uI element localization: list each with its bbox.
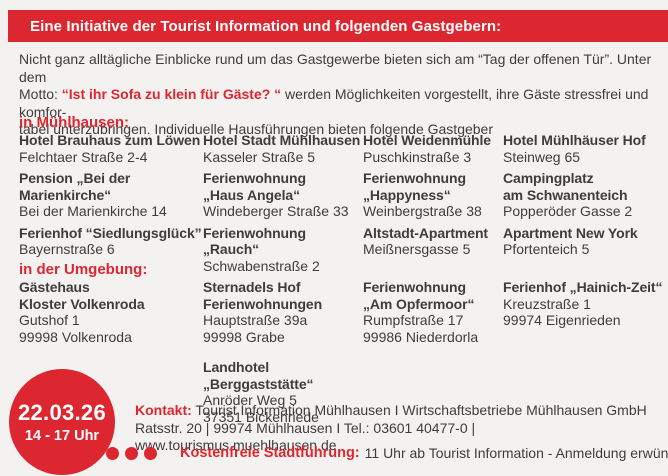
listing-hotel-weidenmuehle: Hotel Weidenmühle Puschkinstraße 3 (363, 132, 503, 165)
event-date: 22.03.26 (17, 400, 107, 425)
intro-motto-highlight: “Ist ihr Sofa zu klein für Gäste? “ (61, 86, 282, 102)
listing-address: Pfortenteich 5 (503, 241, 590, 257)
city-tour-label: Kostenfreie Stadtführung: (180, 445, 360, 461)
banner-title: Eine Initiative der Tourist Information … (30, 17, 502, 35)
listing-address: Meißnersgasse 5 (363, 241, 471, 257)
intro-text-after: werden Möglichkeiten vorgestellt, ihre G… (19, 86, 649, 137)
listings-grid-muehlhausen: Hotel Brauhaus zum Löwen Felchtaer Straß… (19, 132, 664, 274)
listing-fewo-am-opfermoor: Ferienwohnung „Am Opfermoor“ Rumpfstraße… (363, 279, 503, 345)
listing-address: Bayernstraße 6 (19, 241, 115, 257)
listing-name: Ferienwohnung „Happyness“ (363, 170, 466, 203)
listing-name: Ferienhof “Siedlungsglück” (19, 224, 202, 241)
bullet-dots-icon (106, 446, 163, 460)
listing-apartment-new-york: Apartment New York Pfortenteich 5 (503, 225, 664, 275)
listing-address: Kasseler Straße 5 (203, 148, 316, 165)
listing-name: Landhotel „Berggaststätte“ (203, 359, 314, 392)
contact-organisation: Tourist Information Mühlhausen I Wirtsch… (191, 402, 647, 418)
listing-name: Campingplatz am Schwanenteich (503, 170, 628, 203)
contact-line-1: Kontakt: Tourist Information Mühlhausen … (135, 402, 665, 420)
listing-address: Rumpfstraße 17 99986 Niederdorla (363, 312, 479, 345)
listing-address: Hauptstraße 39a 99998 Grabe (203, 312, 308, 345)
listing-address: Kreuzstraße 1 99974 Eigenrieden (503, 295, 621, 329)
listing-pension-marienkirche: Pension „Bei der Marienkirche“ Bei der M… (19, 170, 203, 220)
listing-name: Gästehaus Kloster Volkenroda (19, 279, 145, 312)
section-heading-umgebung: in der Umgebung: (19, 261, 148, 278)
listing-hotel-brauhaus: Hotel Brauhaus zum Löwen Felchtaer Straß… (19, 132, 203, 165)
listing-name: Sternadels Hof Ferienwohnungen (203, 279, 323, 312)
listing-name: Apartment New York (503, 224, 638, 241)
event-date-badge: 22.03.26 14 - 17 Uhr (9, 369, 115, 475)
intro-paragraph: Nicht ganz alltägliche Einblicke rund um… (19, 51, 663, 139)
listing-name: Pension „Bei der Marienkirche“ (19, 170, 131, 203)
listing-fewo-rauch: Ferienwohnung „Rauch“ Schwabenstraße 2 (203, 225, 363, 275)
listing-fewo-haus-angela: Ferienwohnung „Haus Angela“ Windeberger … (203, 170, 363, 220)
contact-block: Kontakt: Tourist Information Mühlhausen … (135, 402, 665, 455)
listing-address: Steinweg 65 (503, 148, 581, 165)
listing-ferienhof-hainich-zeit: Ferienhof „Hainich-Zeit“ Kreuzstraße 1 9… (503, 279, 664, 345)
contact-line-2: Ratsstr. 20 | 99974 Mühlhausen I Tel.: 0… (135, 419, 476, 454)
listing-address: Gutshof 1 99998 Volkenroda (19, 312, 132, 345)
contact-label: Kontakt: (135, 402, 192, 418)
listing-name: Ferienwohnung „Am Opfermoor“ (363, 279, 475, 312)
intro-text-before: Nicht ganz alltägliche Einblicke rund um… (19, 51, 652, 102)
listing-gaestehaus-volkenroda: Gästehaus Kloster Volkenroda Gutshof 1 9… (19, 279, 203, 345)
listing-name: Ferienwohnung „Rauch“ (203, 224, 306, 258)
dot-icon (125, 446, 138, 460)
listing-sternadels-hof: Sternadels Hof Ferienwohnungen Hauptstra… (203, 279, 363, 345)
dot-icon (106, 446, 119, 460)
city-tour-text: 11 Uhr ab Tourist Information - Anmeldun… (364, 445, 668, 461)
listing-name: Altstadt-Apartment (363, 224, 488, 241)
listing-name: Hotel Mühlhäuser Hof (503, 132, 646, 148)
section-heading-muehlhausen: in Mühlhausen: (19, 114, 129, 131)
listing-landhotel-berggaststaette: Landhotel „Berggaststätte“ Anröder Weg 5… (203, 359, 363, 425)
listing-name: Hotel Stadt Mühlhausen (203, 132, 361, 148)
listing-address: Weinbergstraße 38 (363, 203, 482, 219)
listing-address: Windeberger Straße 33 (203, 203, 349, 219)
listing-hotel-stadt: Hotel Stadt Mühlhausen Kasseler Straße 5 (203, 132, 363, 165)
listing-name: Hotel Weidenmühle (363, 132, 491, 148)
listing-address: Felchtaer Straße 2-4 (19, 148, 148, 165)
listing-name: Ferienwohnung „Haus Angela“ (203, 170, 306, 203)
listing-ferienhof-siedlungsglueck: Ferienhof “Siedlungsglück” Bayernstraße … (19, 225, 203, 275)
listing-name: Ferienhof „Hainich-Zeit“ (503, 279, 663, 295)
listing-address: Puschkinstraße 3 (363, 148, 472, 165)
listing-address: Popperöder Gasse 2 (503, 203, 633, 219)
listing-fewo-happyness: Ferienwohnung „Happyness“ Weinbergstraße… (363, 170, 503, 220)
dot-icon (144, 446, 157, 460)
listing-name: Hotel Brauhaus zum Löwen (19, 132, 201, 148)
listing-address: Schwabenstraße 2 (203, 257, 320, 274)
listing-address: Anröder Weg 5 37351 Bickenriede (203, 392, 319, 425)
listing-address: Bei der Marienkirche 14 (19, 203, 167, 219)
listing-hotel-muehlhaeuser-hof: Hotel Mühlhäuser Hof Steinweg 65 (503, 132, 664, 165)
listing-campingplatz: Campingplatz am Schwanenteich Popperöder… (503, 170, 664, 220)
header-banner: Eine Initiative der Tourist Information … (8, 10, 668, 42)
listings-grid-umgebung: Gästehaus Kloster Volkenroda Gutshof 1 9… (19, 279, 664, 425)
city-tour-row: Kostenfreie Stadtführung: 11 Uhr ab Tour… (106, 445, 668, 461)
listing-altstadt-apartment: Altstadt-Apartment Meißnersgasse 5 (363, 225, 503, 275)
event-time: 14 - 17 Uhr (24, 428, 100, 444)
